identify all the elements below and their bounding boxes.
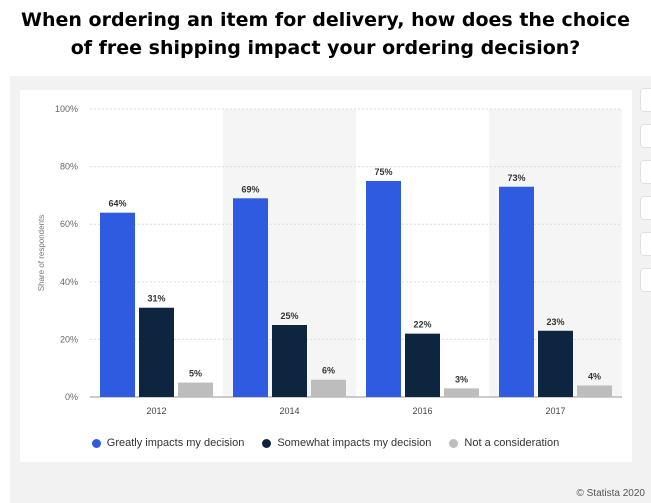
x-tick-label: 2012 — [146, 406, 166, 416]
data-label: 5% — [189, 369, 202, 379]
side-toolbar-button-5[interactable] — [640, 232, 651, 256]
data-label: 25% — [280, 311, 298, 321]
bar — [405, 333, 440, 397]
legend-swatch — [449, 438, 459, 448]
bar — [538, 330, 573, 397]
y-tick-label: 100% — [55, 104, 78, 114]
legend-label: Greatly impacts my decision — [106, 437, 245, 449]
legend-item[interactable]: Greatly impacts my decision — [91, 437, 245, 449]
side-toolbar-button-2[interactable] — [640, 124, 651, 148]
data-label: 73% — [507, 173, 525, 183]
legend-label: Not a consideration — [464, 437, 560, 449]
side-toolbar-button-4[interactable] — [640, 196, 651, 220]
legend-item[interactable]: Not a consideration — [449, 437, 559, 449]
data-label: 6% — [322, 366, 335, 376]
bar — [139, 307, 174, 397]
legend-item[interactable]: Somewhat impacts my decision — [262, 437, 431, 449]
bar — [444, 388, 479, 397]
legend-swatch — [262, 438, 272, 448]
x-tick-label: 2014 — [279, 406, 299, 416]
bar — [311, 379, 346, 397]
data-label: 69% — [241, 184, 259, 194]
legend: Greatly impacts my decision Somewhat impa… — [0, 437, 651, 449]
title-line-2: of free shipping impact your ordering de… — [70, 37, 581, 59]
data-label: 23% — [546, 317, 564, 327]
side-toolbar-button-1[interactable] — [640, 88, 651, 112]
data-label: 22% — [413, 320, 431, 330]
y-tick-label: 20% — [60, 334, 78, 344]
legend-label: Somewhat impacts my decision — [277, 437, 432, 449]
bar — [499, 186, 534, 397]
y-tick-label: 60% — [60, 219, 78, 229]
side-toolbar-button-6[interactable] — [640, 268, 651, 292]
y-tick-label: 0% — [65, 392, 78, 402]
y-tick-label: 80% — [60, 162, 78, 172]
y-tick-label: 40% — [60, 277, 78, 287]
bar — [272, 325, 307, 397]
bar — [100, 212, 135, 397]
x-tick-label: 2017 — [545, 406, 565, 416]
data-label: 31% — [147, 294, 165, 304]
title-line-1: When ordering an item for delivery, how … — [21, 9, 630, 31]
data-label: 4% — [588, 371, 601, 381]
data-label: 75% — [374, 167, 392, 177]
bar — [233, 198, 268, 397]
y-axis-label: Share of respondents — [37, 215, 46, 292]
chart-title: When ordering an item for delivery, how … — [0, 6, 651, 62]
bar — [178, 382, 213, 397]
bar — [577, 385, 612, 397]
data-label: 3% — [455, 374, 468, 384]
statista-credit: © Statista 2020 — [576, 488, 645, 499]
x-tick-label: 2016 — [412, 406, 432, 416]
data-label: 64% — [108, 199, 126, 209]
legend-swatch — [91, 438, 101, 448]
side-toolbar-button-3[interactable] — [640, 160, 651, 184]
bar — [366, 181, 401, 397]
